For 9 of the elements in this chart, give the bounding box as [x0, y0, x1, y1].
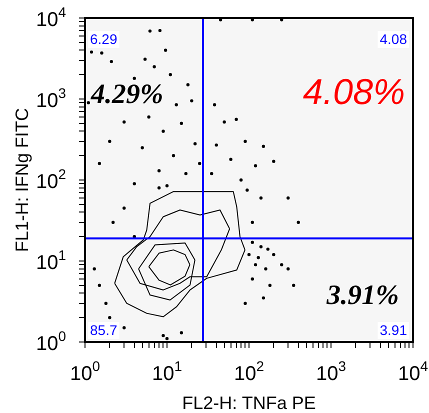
- annotation: 6.29: [90, 31, 118, 47]
- y-axis-title: FL1-H: IFNg FITC: [12, 108, 32, 252]
- annotation: 4.08: [380, 31, 408, 47]
- x-axis-title: FL2-H: TNFa PE: [182, 393, 316, 413]
- annotation: 85.7: [90, 322, 118, 338]
- annotation: 3.91: [380, 322, 408, 338]
- annotation: 4.29%: [90, 79, 164, 110]
- annotation: 3.91%: [326, 280, 399, 311]
- annotation: 4.08%: [302, 71, 405, 112]
